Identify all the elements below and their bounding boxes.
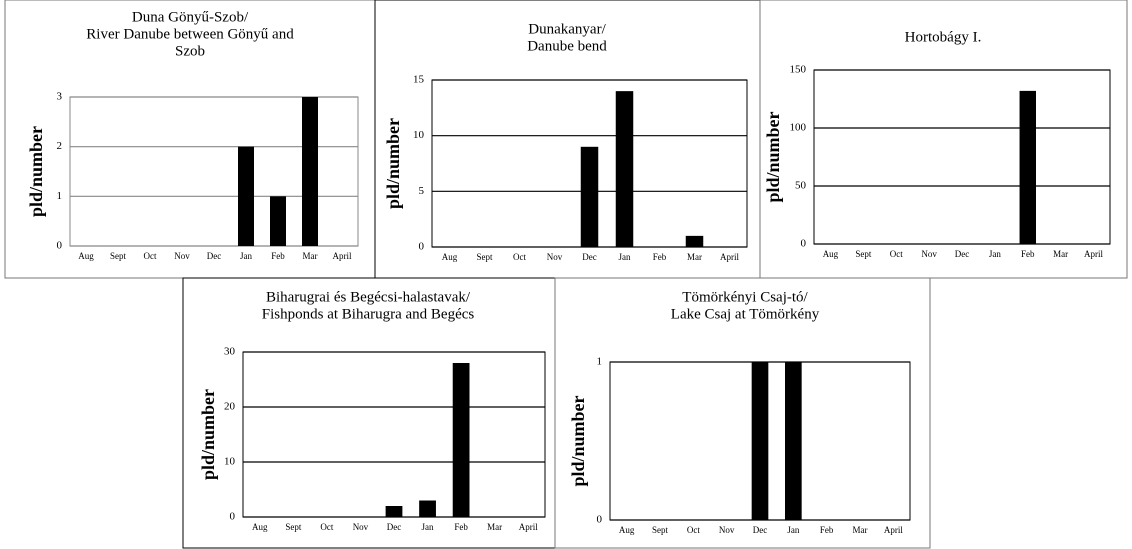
- y-axis-label: pld/number: [383, 118, 403, 209]
- x-tick-label: Jan: [240, 251, 252, 261]
- x-tick-label: Feb: [271, 251, 285, 261]
- chart-title: River Danube between Gönyű and: [86, 26, 294, 42]
- panel: [554, 277, 931, 549]
- x-tick-label: April: [884, 525, 903, 535]
- chart-title: Duna Gönyű-Szob/: [132, 9, 249, 25]
- bar: [238, 146, 254, 246]
- x-tick-label: Sept: [285, 522, 302, 532]
- x-tick-label: Dec: [753, 525, 768, 535]
- bar: [580, 146, 599, 247]
- x-tick-label: Dec: [387, 522, 402, 532]
- chart-title: Lake Csaj at Tömörkény: [671, 306, 820, 322]
- plot-frame: [813, 69, 1111, 245]
- y-tick-label: 15: [413, 74, 425, 86]
- x-tick-label: Mar: [487, 522, 502, 532]
- x-tick-label: Nov: [719, 525, 735, 535]
- x-tick-label: Jan: [422, 522, 434, 532]
- chart-title: Dunakanyar/: [528, 21, 606, 37]
- y-tick-label: 50: [795, 180, 807, 192]
- y-tick-label: 10: [224, 456, 236, 468]
- y-tick-label: 0: [597, 514, 603, 526]
- x-tick-label: Nov: [174, 251, 190, 261]
- y-tick-label: 30: [224, 346, 236, 358]
- x-tick-label: Oct: [320, 522, 333, 532]
- x-tick-label: Dec: [582, 252, 597, 262]
- x-tick-label: Aug: [252, 522, 268, 532]
- x-tick-label: April: [519, 522, 538, 532]
- x-tick-label: Aug: [619, 525, 635, 535]
- x-tick-label: Mar: [687, 252, 702, 262]
- x-tick-label: Oct: [144, 251, 157, 261]
- y-tick-label: 0: [230, 511, 236, 523]
- x-tick-label: Mar: [303, 251, 318, 261]
- x-tick-label: Oct: [890, 249, 903, 259]
- x-tick-label: Dec: [955, 249, 970, 259]
- y-tick-label: 20: [224, 401, 236, 413]
- x-tick-label: Nov: [547, 252, 563, 262]
- chart-title: Danube bend: [527, 38, 607, 54]
- y-tick-label: 0: [801, 238, 807, 250]
- bar: [270, 196, 286, 246]
- x-tick-label: Sept: [855, 249, 872, 259]
- y-axis-label: pld/number: [26, 126, 46, 217]
- x-tick-label: April: [1084, 249, 1103, 259]
- x-tick-label: Jan: [989, 249, 1001, 259]
- x-tick-label: Aug: [442, 252, 458, 262]
- x-tick-label: April: [720, 252, 739, 262]
- x-tick-label: Jan: [787, 525, 799, 535]
- y-axis-label: pld/number: [198, 389, 218, 480]
- x-tick-label: Jan: [619, 252, 631, 262]
- x-tick-label: Aug: [823, 249, 839, 259]
- y-tick-label: 5: [419, 185, 425, 197]
- bar: [1019, 90, 1036, 244]
- x-tick-label: Aug: [78, 251, 94, 261]
- bar: [785, 362, 802, 520]
- x-tick-label: Sept: [476, 252, 493, 262]
- y-tick-label: 10: [413, 129, 425, 141]
- chart-title: Tömörkényi Csaj-tó/: [682, 289, 808, 305]
- chart-title: Szob: [175, 43, 205, 59]
- chart-title: Fishponds at Biharugra and Begécs: [262, 306, 475, 322]
- y-tick-label: 0: [419, 241, 425, 253]
- x-tick-label: Feb: [653, 252, 667, 262]
- x-tick-label: Sept: [652, 525, 669, 535]
- bar: [385, 506, 403, 517]
- bar: [302, 97, 318, 246]
- y-tick-label: 2: [57, 140, 63, 152]
- x-tick-label: Oct: [687, 525, 700, 535]
- x-tick-label: Nov: [921, 249, 937, 259]
- x-tick-label: Feb: [454, 522, 468, 532]
- bar: [452, 363, 470, 517]
- x-tick-label: April: [333, 251, 352, 261]
- chart-title: Biharugrai és Begécsi-halastavak/: [266, 289, 471, 305]
- panel: [759, 0, 1128, 279]
- x-tick-label: Mar: [853, 525, 868, 535]
- chart-title: Hortobágy I.: [905, 29, 982, 45]
- x-tick-label: Feb: [1021, 249, 1035, 259]
- bar: [615, 91, 634, 247]
- y-tick-label: 1: [57, 190, 63, 202]
- y-axis-label: pld/number: [763, 111, 783, 202]
- y-tick-label: 150: [790, 64, 807, 76]
- x-tick-label: Mar: [1053, 249, 1068, 259]
- y-tick-label: 100: [790, 122, 807, 134]
- x-tick-label: Oct: [513, 252, 526, 262]
- x-tick-label: Feb: [820, 525, 834, 535]
- y-tick-label: 3: [57, 91, 63, 103]
- y-tick-label: 1: [597, 356, 603, 368]
- y-tick-label: 0: [57, 240, 63, 252]
- plot-frame: [242, 351, 546, 518]
- bar: [419, 500, 436, 517]
- x-tick-label: Dec: [207, 251, 222, 261]
- x-tick-label: Sept: [110, 251, 127, 261]
- x-tick-label: Nov: [353, 522, 369, 532]
- bar: [751, 362, 769, 520]
- bar: [685, 235, 704, 247]
- y-axis-label: pld/number: [568, 395, 588, 486]
